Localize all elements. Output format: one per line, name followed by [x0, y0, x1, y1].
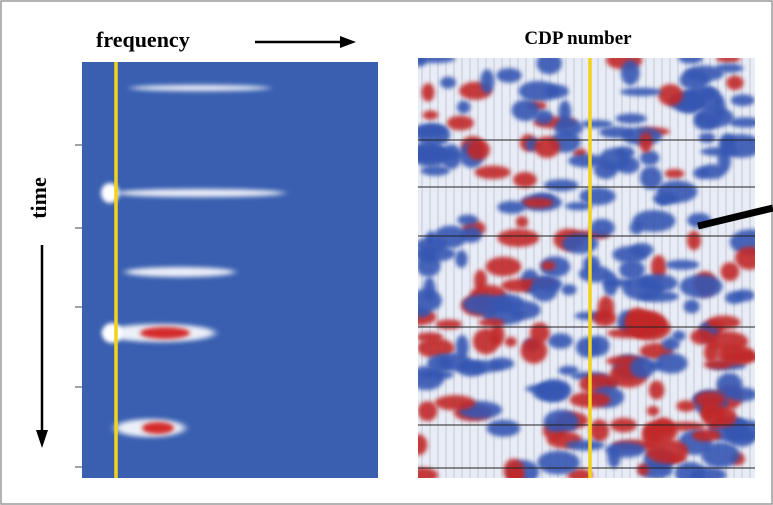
blue-event [457, 101, 470, 114]
section-panel [401, 51, 773, 484]
blue-event [640, 151, 660, 166]
red-event [607, 329, 649, 339]
blue-event [622, 276, 663, 301]
red-event [714, 407, 737, 427]
blue-event [530, 276, 558, 302]
frequency-label: frequency [96, 27, 190, 52]
blue-event [559, 100, 572, 124]
blue-event [455, 250, 467, 268]
blue-event [699, 133, 716, 143]
energy-streak [115, 189, 285, 197]
blue-event [487, 420, 521, 437]
red-event [658, 84, 683, 106]
blue-event [599, 127, 634, 139]
blue-event [694, 107, 733, 128]
blue-event [512, 100, 540, 122]
red-event [416, 332, 443, 342]
blue-event [727, 387, 757, 401]
blue-event [558, 366, 578, 376]
cdp-label: CDP number [524, 28, 632, 49]
blue-event [423, 277, 435, 302]
red-event [717, 345, 755, 366]
blue-event [545, 85, 569, 99]
blue-event [665, 260, 699, 270]
blue-event [425, 231, 437, 246]
blue-event [537, 451, 580, 475]
red-event [516, 216, 528, 228]
blue-event [640, 166, 662, 190]
blue-event [533, 383, 567, 402]
blue-event [605, 442, 645, 458]
blue-event [419, 370, 453, 380]
blue-event [630, 221, 644, 234]
red-event [541, 261, 555, 270]
blue-event [590, 219, 615, 237]
blue-event [561, 284, 576, 295]
red-event [474, 166, 510, 180]
blue-event [693, 167, 709, 179]
red-event [479, 318, 505, 326]
energy-core [142, 422, 174, 434]
red-event [435, 319, 462, 329]
blue-event [620, 88, 662, 96]
blue-event [497, 201, 525, 214]
red-event [692, 429, 721, 441]
blue-event [460, 360, 504, 373]
energy-streak [130, 85, 270, 91]
figure: frequency CDP number time [0, 0, 773, 505]
red-event [626, 308, 647, 332]
spectrum-panel [82, 62, 378, 478]
blue-event [731, 94, 755, 106]
blue-event [672, 331, 685, 341]
red-event [637, 464, 649, 476]
red-event [534, 136, 560, 158]
red-event [647, 406, 660, 416]
blue-event [715, 64, 743, 73]
blue-event [544, 410, 579, 434]
blue-event [440, 77, 456, 89]
red-event [505, 337, 517, 347]
time-label: time [26, 177, 51, 219]
blue-event [413, 246, 456, 262]
blue-event [548, 333, 573, 348]
red-event [704, 343, 719, 363]
blue-event [603, 272, 618, 296]
red-event [486, 257, 522, 277]
energy-streak [125, 267, 235, 277]
red-event [422, 83, 435, 101]
red-event [530, 322, 550, 343]
blue-event [655, 353, 687, 374]
blue-event [566, 440, 605, 451]
red-event [721, 262, 740, 281]
blue-event [544, 179, 579, 191]
energy-blob [102, 323, 122, 343]
blue-event [630, 357, 655, 379]
page: frequency CDP number time (() => { const… [0, 0, 773, 505]
blue-event [630, 243, 653, 257]
energy-core [140, 327, 190, 339]
blue-event [621, 60, 640, 85]
blue-event [616, 113, 647, 123]
red-event [423, 110, 438, 120]
blue-event [416, 124, 450, 147]
red-event [435, 395, 476, 410]
red-event [665, 169, 685, 178]
red-event [646, 439, 689, 464]
red-event [467, 140, 490, 160]
blue-event [480, 69, 494, 93]
blue-event [457, 215, 478, 226]
blue-event [463, 294, 504, 314]
red-event [497, 229, 539, 247]
blue-event [581, 120, 613, 128]
red-event [513, 172, 537, 188]
blue-event [413, 143, 449, 167]
blue-event [657, 196, 669, 205]
blue-event [727, 428, 755, 447]
red-event [690, 329, 712, 345]
red-event [700, 403, 716, 420]
red-event [726, 75, 743, 90]
red-event [474, 270, 487, 292]
red-event [418, 401, 438, 421]
